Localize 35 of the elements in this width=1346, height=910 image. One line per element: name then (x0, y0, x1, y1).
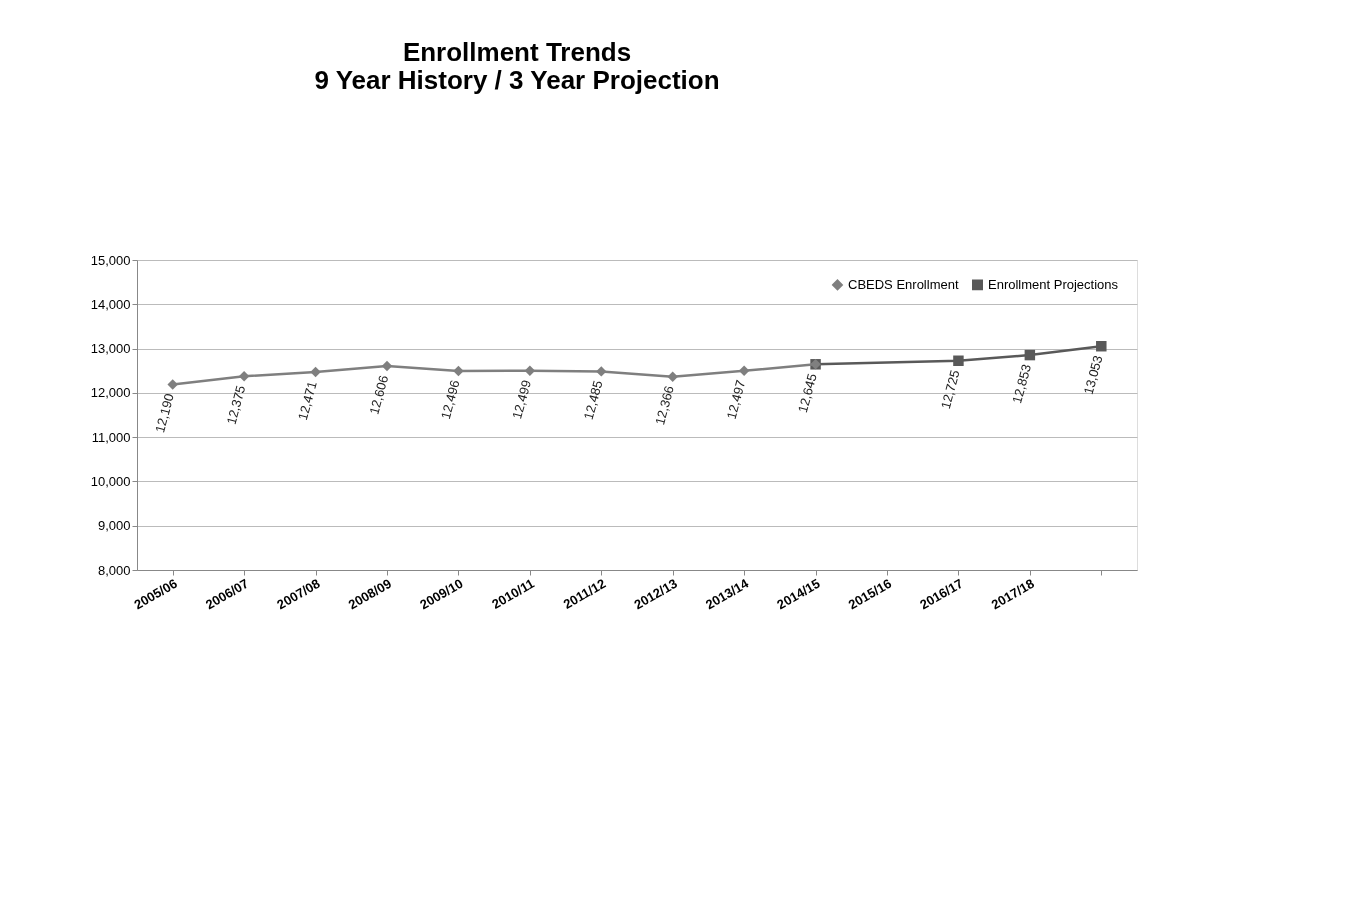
data-label: 12,497 (723, 378, 749, 421)
point (738, 365, 750, 377)
point (453, 365, 464, 377)
data-label: 12,496 (437, 378, 463, 421)
data-label: 12,366 (652, 384, 677, 427)
y-tick-label: 15,000 (90, 252, 131, 268)
y-tick-label: 12,000 (90, 385, 131, 401)
point (238, 371, 250, 382)
y-tick-label: 14,000 (90, 296, 131, 312)
point (1024, 349, 1036, 361)
y-tick-label: 11,000 (91, 429, 131, 445)
y-tick-label: 8,000 (97, 562, 131, 578)
point (310, 366, 321, 378)
data-label: 12,499 (509, 378, 535, 421)
data-label: 12,190 (152, 392, 177, 435)
data-label: 12,471 (294, 379, 320, 422)
text: Enrollment Trends (402, 37, 632, 67)
y-tick-label: 10,000 (90, 473, 131, 489)
data-label: 13,053 (1080, 353, 1106, 397)
legend-label: Enrollment Projections (988, 276, 1119, 292)
data-label: 12,606 (366, 373, 392, 416)
point (596, 366, 607, 377)
point (167, 379, 178, 390)
data-label: 12,375 (223, 383, 249, 427)
point (953, 355, 964, 366)
data-label: 12,645 (794, 371, 820, 415)
y-tick-label: 13,000 (90, 341, 131, 357)
point (667, 371, 678, 382)
point (1096, 340, 1107, 352)
y-tick-label: 9,000 (97, 518, 131, 534)
data-label: 12,485 (580, 378, 606, 422)
data-label: 12,853 (1009, 362, 1035, 405)
data-label: 12,725 (937, 368, 963, 411)
legend-label: CBEDS Enrollment (848, 276, 959, 292)
text: 9 Year History / 3 Year Projection (314, 65, 720, 95)
